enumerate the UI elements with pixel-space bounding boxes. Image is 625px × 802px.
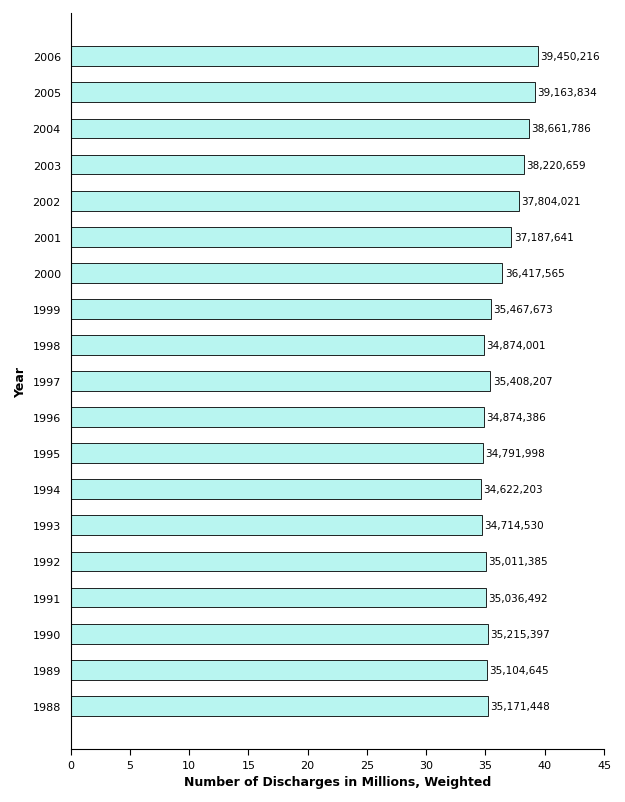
Text: 35,036,492: 35,036,492 [488, 593, 548, 603]
Text: 38,661,786: 38,661,786 [531, 124, 591, 134]
Bar [71, 228, 511, 247]
Bar [71, 480, 481, 500]
Text: 35,467,673: 35,467,673 [493, 305, 553, 314]
Bar [71, 696, 488, 715]
Bar [71, 371, 491, 391]
Text: 39,450,216: 39,450,216 [541, 52, 600, 63]
Text: 34,791,998: 34,791,998 [486, 448, 545, 459]
Text: 34,714,530: 34,714,530 [484, 520, 544, 531]
Text: 34,874,386: 34,874,386 [486, 412, 546, 423]
X-axis label: Number of Discharges in Millions, Weighted: Number of Discharges in Millions, Weight… [184, 776, 491, 788]
Text: 38,220,659: 38,220,659 [526, 160, 586, 170]
Bar [71, 300, 491, 319]
Bar [71, 264, 503, 283]
Y-axis label: Year: Year [14, 366, 27, 397]
Text: 34,874,001: 34,874,001 [486, 341, 546, 350]
Text: 37,804,021: 37,804,021 [521, 196, 581, 206]
Text: 35,011,385: 35,011,385 [488, 557, 548, 567]
Text: 39,163,834: 39,163,834 [538, 88, 597, 98]
Text: 35,215,397: 35,215,397 [491, 629, 550, 638]
Bar [71, 552, 486, 572]
Text: 34,622,203: 34,622,203 [483, 484, 543, 495]
Bar [71, 624, 488, 644]
Bar [71, 444, 483, 464]
Text: 36,417,565: 36,417,565 [504, 269, 564, 278]
Bar [71, 588, 486, 608]
Text: 35,104,645: 35,104,645 [489, 665, 549, 674]
Bar [71, 192, 519, 211]
Bar [71, 407, 484, 427]
Bar [71, 83, 535, 103]
Bar [71, 335, 484, 355]
Bar [71, 119, 529, 140]
Text: 35,171,448: 35,171,448 [490, 701, 549, 711]
Text: 37,187,641: 37,187,641 [514, 233, 574, 242]
Bar [71, 660, 487, 680]
Text: 35,408,207: 35,408,207 [492, 377, 552, 387]
Bar [71, 516, 482, 536]
Bar [71, 47, 538, 67]
Bar [71, 156, 524, 175]
